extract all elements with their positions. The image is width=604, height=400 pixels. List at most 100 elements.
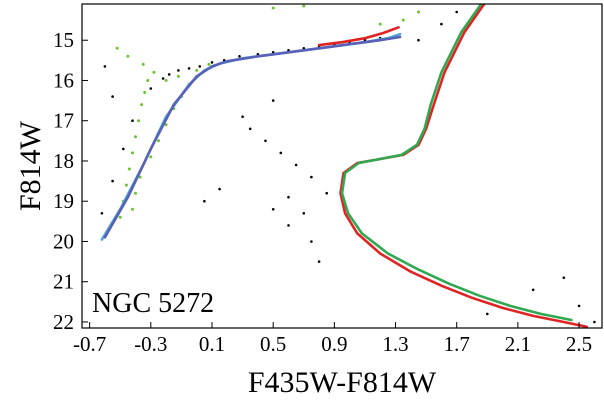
data-point: [167, 73, 171, 76]
data-point: [134, 191, 137, 195]
data-point: [195, 68, 199, 72]
data-point: [287, 195, 290, 199]
x-tick-label: 2.1: [505, 332, 531, 356]
data-point: [126, 54, 130, 58]
data-point: [203, 199, 206, 203]
data-point: [378, 22, 382, 26]
data-point: [287, 224, 290, 227]
y-tick-label: 16: [53, 68, 74, 92]
data-point: [141, 62, 145, 66]
data-point: [198, 65, 202, 68]
series-4-line: [317, 25, 400, 47]
y-axis-title: F814W: [14, 120, 47, 211]
series-layer: [100, 4, 596, 328]
data-point: [140, 103, 144, 107]
data-point: [138, 175, 142, 179]
data-point: [310, 175, 313, 179]
data-point: [248, 127, 252, 131]
x-tick-label: -0.3: [134, 332, 167, 356]
y-tick-label: 20: [53, 229, 74, 253]
data-point: [100, 212, 104, 215]
data-point: [161, 77, 165, 80]
x-tick-label: 0.9: [321, 332, 347, 356]
plot-frame: [81, 3, 603, 329]
data-point: [118, 215, 122, 219]
data-point: [115, 46, 119, 50]
data-point: [176, 74, 180, 78]
x-axis-title: F435W-F814W: [248, 366, 437, 399]
data-point: [401, 18, 405, 22]
data-point: [593, 320, 596, 324]
data-point: [134, 135, 137, 139]
data-point: [157, 139, 160, 143]
data-point: [264, 139, 267, 143]
series-3-line: [103, 35, 402, 239]
series-0-scatter: [100, 6, 596, 324]
data-point: [562, 276, 566, 280]
data-point: [146, 79, 150, 82]
data-point: [111, 179, 114, 183]
data-point: [164, 123, 168, 127]
data-point: [187, 67, 191, 70]
x-tick-label: 0.1: [199, 332, 225, 356]
series-line: [340, 4, 573, 322]
data-point: [218, 187, 221, 191]
data-point: [131, 207, 134, 211]
data-point: [238, 55, 241, 58]
data-point: [310, 240, 313, 243]
data-point: [241, 115, 244, 118]
x-tick-label: 1.7: [444, 332, 470, 356]
y-tick-label: 19: [53, 189, 74, 213]
data-point: [111, 95, 114, 98]
series-line: [100, 32, 402, 241]
data-point: [279, 151, 283, 155]
data-point: [103, 65, 107, 68]
data-point: [417, 10, 420, 14]
data-point: [149, 87, 153, 90]
data-point: [127, 167, 131, 171]
x-tick-label: 1.3: [382, 332, 408, 356]
y-tick-label: 15: [53, 28, 74, 52]
data-point: [149, 155, 153, 159]
data-point: [207, 62, 211, 66]
data-point: [325, 191, 329, 195]
series-line: [317, 25, 400, 47]
series-5-line: [339, 4, 589, 328]
x-tick-label: 0.5: [260, 332, 286, 356]
data-point: [124, 183, 128, 187]
data-point: [122, 147, 125, 151]
y-tick-label: 18: [53, 149, 74, 173]
data-point: [131, 119, 134, 122]
x-tick-label: -0.7: [73, 332, 106, 356]
series-line: [339, 4, 589, 328]
data-point: [302, 4, 306, 8]
series-line: [103, 35, 402, 239]
y-axis-ticks: 15 16 17 18 19 20 21 22: [53, 28, 88, 334]
data-point: [302, 212, 306, 215]
data-point: [131, 151, 134, 155]
data-point: [417, 38, 420, 42]
cluster-annotation: NGC 5272: [92, 288, 214, 319]
y-tick-label: 21: [53, 270, 74, 294]
data-point: [271, 6, 275, 10]
data-point: [531, 288, 535, 292]
y-tick-label: 17: [53, 109, 74, 133]
x-tick-label: 2.5: [566, 332, 592, 356]
data-point: [210, 61, 214, 64]
y-tick-label: 22: [53, 310, 74, 334]
data-point: [137, 119, 141, 123]
series-2-line: [100, 32, 402, 241]
data-point: [271, 99, 275, 102]
data-point: [143, 91, 147, 94]
data-point: [486, 312, 489, 316]
data-point: [294, 163, 298, 167]
data-point: [455, 10, 459, 14]
data-point: [177, 69, 180, 72]
data-point: [440, 22, 443, 26]
data-point: [317, 260, 321, 263]
series-6-line: [340, 4, 573, 322]
data-point: [164, 79, 168, 82]
data-point: [271, 208, 275, 211]
data-point: [577, 304, 581, 308]
